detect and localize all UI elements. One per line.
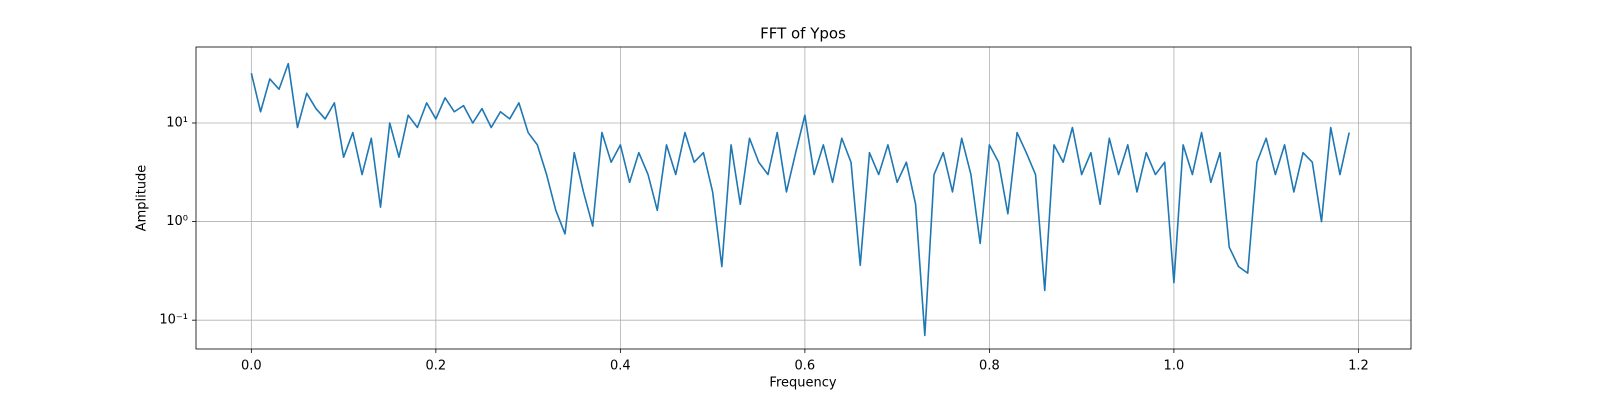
data-line [250,62,1350,337]
x-tick-label: 1.2 [1348,359,1369,374]
x-axis-label: Frequency [769,376,836,391]
y-tick-label: 10⁻¹ [159,313,188,328]
y-tick-label: 10⁰ [166,214,188,229]
x-tick-label: 0.6 [795,359,816,374]
chart-title: FFT of Ypos [760,25,846,43]
x-tick-label: 0.4 [610,359,631,374]
x-tick-label: 0.2 [426,359,447,374]
x-tick-label: 0.8 [979,359,1000,374]
x-tick-label: 0.0 [241,359,262,374]
x-tick-label: 1.0 [1164,359,1185,374]
y-tick-label: 10¹ [166,115,188,130]
y-axis-label: Amplitude [135,165,150,232]
plot-frame [195,46,1412,350]
